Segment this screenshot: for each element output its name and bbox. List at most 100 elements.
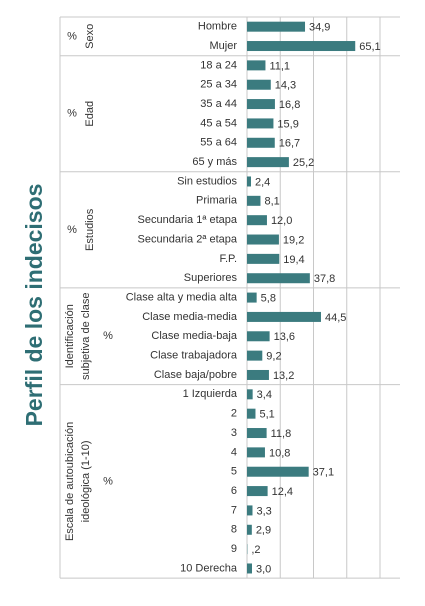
category-label: Secundaria 2ª etapa: [138, 233, 238, 245]
bar: [247, 157, 289, 168]
value-label: 3,0: [256, 563, 271, 575]
category-label: Clase trabajadora: [150, 350, 238, 362]
category-label: Superiores: [184, 272, 238, 284]
category-label: F.P.: [219, 253, 237, 265]
value-label: 5,8: [261, 292, 276, 304]
bar: [247, 195, 261, 206]
category-label: Hombre: [198, 21, 237, 33]
bar: [247, 331, 270, 342]
bar: [247, 41, 356, 52]
category-label: Mujer: [209, 40, 237, 52]
value-label: 19,2: [283, 234, 304, 246]
bar: [247, 486, 268, 497]
group-unit: %: [103, 330, 113, 342]
bar: [247, 505, 253, 516]
category-label: 55 a 64: [200, 137, 237, 149]
value-label: 16,7: [279, 138, 300, 150]
value-label: 9,2: [266, 351, 281, 363]
bar: [247, 234, 279, 245]
bar: [247, 311, 321, 322]
value-label: 37,8: [314, 273, 335, 285]
group-label: subjetiva de clase: [80, 293, 92, 380]
category-label: 25 a 34: [200, 79, 237, 91]
bar: [247, 447, 265, 458]
group-label: Edad: [84, 101, 96, 127]
category-label: Primaria: [196, 195, 238, 207]
category-label: Secundaria 1ª etapa: [138, 214, 238, 226]
value-label: 12,0: [271, 215, 292, 227]
group-label: Sexo: [84, 24, 96, 49]
value-label: 37,1: [313, 467, 334, 479]
bar: [247, 524, 252, 535]
group-label: ideológica (1-10): [80, 440, 92, 522]
value-label: 12,4: [272, 486, 293, 498]
category-label: 45 a 54: [200, 117, 237, 129]
bar: [247, 79, 271, 90]
category-label: Clase media-media: [142, 311, 238, 323]
bar: [247, 350, 263, 361]
category-label: Sin estudios: [177, 175, 237, 187]
category-label: 18 a 24: [200, 59, 237, 71]
category-label: 1 Izquierda: [183, 388, 238, 400]
bar: [247, 389, 253, 400]
bar: [247, 273, 310, 284]
value-label: 34,9: [309, 22, 330, 34]
bar: [247, 466, 309, 477]
group-label: Escala de autoubicación: [64, 422, 76, 541]
group-label: Identificación: [64, 304, 76, 368]
group-label: Estudios: [84, 208, 96, 251]
bar: [247, 99, 275, 110]
group-unit: %: [67, 108, 77, 120]
value-label: 5,1: [259, 409, 274, 421]
value-label: 2,9: [256, 525, 271, 537]
value-label: 10,8: [269, 447, 290, 459]
value-label: 11,8: [271, 428, 292, 440]
value-label: 16,8: [279, 99, 300, 111]
bar: [247, 408, 256, 419]
value-label: 3,4: [257, 389, 272, 401]
bar: [247, 137, 275, 148]
bar: [247, 118, 274, 129]
value-label: 2,4: [255, 176, 270, 188]
category-label: 5: [231, 466, 237, 478]
group-unit: %: [67, 30, 77, 42]
chart-title: Perfil de los indecisos: [21, 184, 47, 427]
category-label: 6: [231, 485, 237, 497]
value-label: 65,1: [359, 41, 380, 53]
category-label: 2: [231, 408, 237, 420]
category-label: 3: [231, 427, 237, 439]
value-label: 19,4: [283, 254, 304, 266]
value-label: 11,1: [269, 60, 290, 72]
category-label: Clase baja/pobre: [154, 369, 237, 381]
category-label: 65 y más: [192, 156, 237, 168]
value-label: 25,2: [293, 157, 314, 169]
category-label: 8: [231, 524, 237, 536]
bar: [247, 563, 252, 574]
group-unit: %: [103, 475, 113, 487]
category-label: 35 a 44: [200, 98, 237, 110]
group-unit: %: [67, 224, 77, 236]
bar: [247, 292, 257, 303]
value-label: 13,6: [274, 331, 295, 343]
value-label: 44,5: [325, 312, 346, 324]
bar: [247, 369, 269, 380]
bar: [247, 428, 267, 439]
bar: [247, 253, 280, 264]
value-label: 15,9: [277, 118, 298, 130]
bar: [247, 21, 306, 32]
bar: [247, 215, 267, 226]
category-label: Clase alta y media alta: [126, 291, 238, 303]
value-label: ,2: [251, 544, 260, 556]
value-label: 8,1: [264, 196, 279, 208]
value-label: 3,3: [256, 505, 271, 517]
category-label: 7: [231, 504, 237, 516]
category-label: 10 Derecha: [180, 562, 238, 574]
category-label: 4: [231, 446, 237, 458]
category-label: 9: [231, 543, 237, 555]
category-label: Clase media-baja: [151, 330, 237, 342]
value-label: 14,3: [275, 80, 296, 92]
value-label: 13,2: [273, 370, 294, 382]
bar: [247, 176, 251, 187]
bar: [247, 60, 266, 71]
